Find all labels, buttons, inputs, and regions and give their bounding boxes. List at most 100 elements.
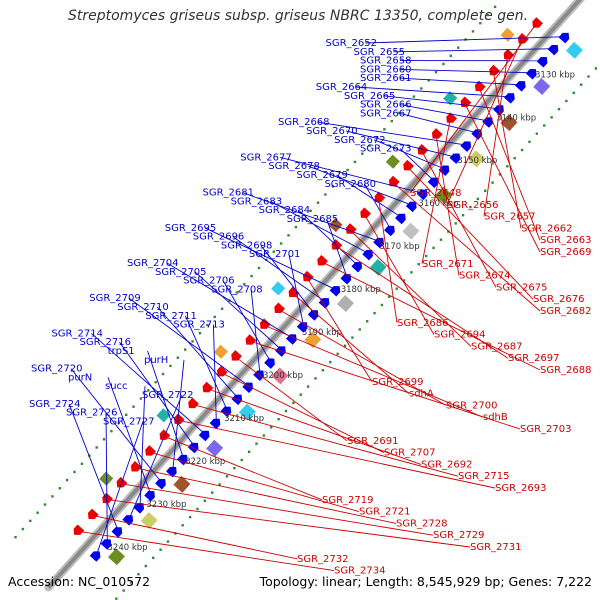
tick-dot <box>247 450 251 454</box>
tick-dot <box>513 156 516 160</box>
forward-gene-label: SGR_2696 <box>193 232 245 243</box>
tick-dot <box>324 193 327 196</box>
tick-dot <box>144 564 148 568</box>
forward-gene-label: SGR_2704 <box>127 258 179 269</box>
leader-line <box>147 350 185 459</box>
leader-line <box>298 209 359 267</box>
tick-dot <box>471 30 475 33</box>
tick-dot <box>80 462 84 465</box>
leader-line <box>349 229 472 347</box>
tick-dot <box>520 148 524 152</box>
tick-dot <box>493 5 497 9</box>
leader-line <box>91 333 206 435</box>
tick-dot <box>272 250 275 253</box>
feature-block <box>443 91 458 106</box>
forward-gene-label: SGR_2683 <box>231 196 283 207</box>
forward-gene-label: SGR_2667 <box>360 108 412 119</box>
leader-line <box>242 192 381 243</box>
leader-line <box>177 419 496 489</box>
tick-dot <box>476 197 480 201</box>
tick-dot <box>147 389 150 392</box>
forward-gene-label: SGR_2708 <box>211 284 263 295</box>
forward-gene-label: purH <box>144 355 168 366</box>
tick-dot <box>309 209 312 213</box>
forward-gene-arrow-shape <box>340 274 352 285</box>
tick-dot <box>439 238 443 241</box>
feature-block <box>206 439 224 457</box>
tick-dot <box>343 344 347 347</box>
forward-gene-label: SGR_2701 <box>249 249 301 260</box>
reverse-gene-arrow-shape <box>403 159 414 171</box>
feature-block <box>140 512 158 530</box>
reverse-gene-arrow-shape <box>460 96 472 107</box>
tick-dot <box>506 165 509 168</box>
leader-line <box>249 340 521 430</box>
forward-gene-arrow <box>264 358 275 369</box>
leader-line <box>292 293 410 394</box>
forward-gene-arrow-shape <box>536 56 548 68</box>
forward-gene-arrow-shape <box>242 382 254 394</box>
forward-gene-arrow-shape <box>558 32 570 44</box>
accession-text: Accession: NC_010572 <box>8 574 151 589</box>
tick-dot <box>270 426 273 429</box>
feature-block <box>156 408 171 423</box>
tick-dot <box>213 315 216 319</box>
forward-gene-label: SGR_2670 <box>306 126 358 137</box>
reverse-gene-arrow-shape <box>274 302 285 314</box>
reverse-gene-label: SGR_2703 <box>520 424 572 435</box>
tick-dot <box>447 230 450 233</box>
scale-label: 3210 kbp <box>224 414 264 424</box>
tick-dot <box>368 144 371 147</box>
forward-gene-label: SGR_2714 <box>51 328 103 339</box>
leader-line <box>156 306 239 399</box>
forward-gene-arrow <box>111 527 123 538</box>
reverse-gene-label: SGR_2675 <box>496 282 548 293</box>
tick-dot <box>21 527 25 531</box>
leader-line <box>383 95 500 110</box>
tick-dot <box>427 79 430 82</box>
reverse-gene-label: SGR_2729 <box>433 530 485 541</box>
forward-gene-arrow-shape <box>166 466 177 478</box>
reverse-gene-arrow <box>216 365 228 377</box>
forward-gene-arrow <box>395 213 406 225</box>
tick-dot <box>95 446 98 449</box>
leader-line <box>363 213 435 335</box>
forward-gene-arrow-shape <box>460 141 472 152</box>
forward-gene-arrow-shape <box>514 81 526 92</box>
reverse-gene-arrow-shape <box>474 80 486 92</box>
reverse-gene-arrow-shape <box>259 318 271 329</box>
tick-dot <box>316 201 320 204</box>
tick-dot <box>161 372 165 376</box>
tick-dot <box>220 307 224 310</box>
tick-dot <box>110 429 113 433</box>
reverse-gene-label: SGR_2674 <box>459 271 511 282</box>
reverse-gene-arrow-shape <box>374 191 386 203</box>
forward-gene-label: SGR_2666 <box>360 100 412 111</box>
tick-dot <box>346 168 349 172</box>
reverse-gene-label: sdhB <box>483 412 508 423</box>
tick-dot <box>196 507 199 511</box>
tick-dot <box>321 369 325 372</box>
forward-gene-arrow <box>198 430 210 442</box>
tick-dot <box>579 83 583 86</box>
forward-gene-label: SGR_2705 <box>155 267 207 278</box>
forward-gene-arrow <box>285 334 297 345</box>
tick-dot <box>169 364 172 368</box>
tick-dot <box>336 352 339 356</box>
leader-line <box>134 467 397 524</box>
leader-line <box>317 121 468 146</box>
forward-gene-arrow-shape <box>547 44 559 56</box>
tick-dot <box>198 332 202 335</box>
reverse-gene-label: SGR_2732 <box>297 554 349 565</box>
reverse-gene-arrow-shape <box>216 365 228 377</box>
tick-dot <box>102 438 106 441</box>
tick-dot <box>218 483 221 486</box>
forward-gene-arrow-shape <box>198 430 210 442</box>
forward-gene-label: SGR_2681 <box>203 188 255 199</box>
forward-gene-label: SGR_2672 <box>334 135 386 146</box>
tick-dot <box>294 225 298 229</box>
feature-block <box>108 548 125 566</box>
map-title: Streptomyces griseus subsp. griseus NBRC… <box>68 8 528 24</box>
leader-line <box>288 254 305 327</box>
forward-gene-arrow <box>155 478 166 490</box>
